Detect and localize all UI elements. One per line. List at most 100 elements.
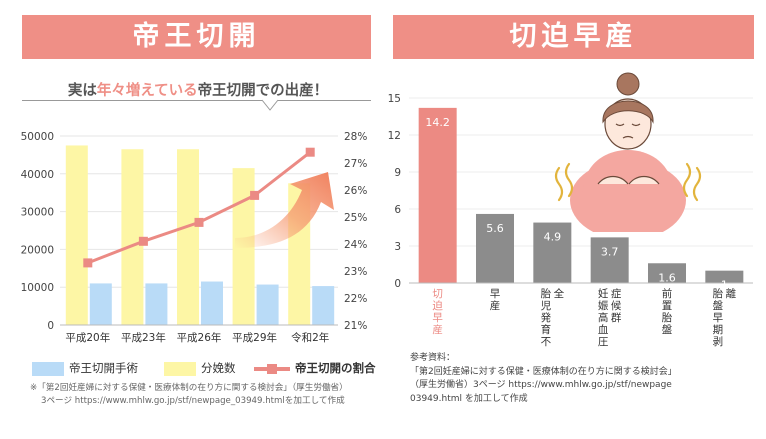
- y-tick-label: 10000: [21, 282, 54, 294]
- bar-value-label: 4.9: [544, 231, 562, 244]
- legend-ratio-label: 帝王切開の割合: [295, 361, 376, 375]
- cesarean-panel: 帝王切開 実は年々増えている帝王切開での出産！ 0 10000 20000 30000…: [21, 15, 376, 406]
- x-tick-label-char: 圧: [598, 336, 609, 348]
- x-tick-label-char: 早: [713, 312, 724, 324]
- right-references: 参考資料： 「第2回妊産婦に対する保健・医療体制の在り方に関する検討会」 （厚生…: [410, 352, 677, 406]
- y-tick-label: 0: [47, 320, 54, 332]
- ratio-point: [250, 190, 260, 200]
- x-tick-label-char: 胎: [662, 311, 673, 324]
- x-tick-label-char: 児: [541, 300, 552, 312]
- y2-tick-label: 27%: [344, 158, 367, 170]
- legend-births: 分娩数: [164, 360, 236, 376]
- x-tick-label-char: 置: [662, 300, 673, 312]
- left-source-note-1: ※「第2回妊産婦に対する保健・医療体制の在り方に関する検討会」（厚生労働省）: [30, 383, 348, 393]
- y2-tick-label: 23%: [344, 266, 367, 278]
- y-tick-label: 9: [394, 167, 401, 179]
- bar-surgery: [256, 284, 279, 325]
- y2-tick-label: 22%: [344, 293, 367, 305]
- x-tick-label-char: 期: [713, 324, 724, 336]
- left-source-note-2: 3ページ https://www.mhlw.go.jp/stf/newpage_…: [41, 396, 345, 406]
- y-tick-label: 20000: [21, 244, 54, 256]
- preterm-panel: 切迫早産 0 3 6 9 12 15 14.2 切迫早産 5.6 早産 4.9 胎児発育不全 3.7 妊娠…: [383, 0, 766, 439]
- bar-value-label: 1.6: [658, 271, 676, 284]
- y-tick-label: 40000: [21, 169, 54, 181]
- cesarean-banner: 帝王切開: [22, 15, 371, 59]
- subtitle-pre: 実は: [67, 83, 97, 99]
- x-tick-label-char: 胎: [541, 287, 552, 300]
- x-tick-label: 平成23年: [121, 331, 166, 344]
- y2-tick-label: 28%: [344, 131, 367, 143]
- x-tick-label-char: 産: [432, 323, 443, 336]
- y-tick-label: 50000: [21, 131, 54, 143]
- x-tick-label-char: 症: [611, 287, 622, 300]
- woman-figure: [570, 72, 686, 232]
- x-tick-label-char: 離: [726, 287, 737, 300]
- bar-value-label: 1: [721, 279, 728, 292]
- bar-surgery: [89, 283, 112, 325]
- y-tick-label: 12: [388, 130, 401, 142]
- ratio-point: [138, 236, 148, 246]
- bar-surgery: [312, 286, 335, 325]
- x-tick-label-char: 育: [541, 323, 552, 336]
- bar-births: [177, 149, 199, 325]
- pregnant-woman-illustration: [554, 72, 702, 232]
- y-tick-label: 30000: [21, 207, 54, 219]
- refs-line-3: （厚生労働省）3ページ https://www.mhlw.go.jp/stf/n…: [410, 380, 672, 390]
- bar-births: [121, 149, 144, 325]
- legend-births-label: 分娩数: [201, 361, 236, 375]
- y-tick-label: 6: [394, 204, 401, 216]
- trend-arrow: [235, 172, 334, 248]
- cesarean-chart: 0 10000 20000 30000 40000 50000 21% 22% 23% 24% 25…: [21, 131, 368, 344]
- y2-tick-label: 26%: [344, 185, 367, 197]
- legend-surgery-label: 帝王切開手術: [69, 361, 138, 375]
- bar-condition: [533, 222, 572, 283]
- subtitle-pointer: [262, 99, 278, 111]
- x-tick-label-char: 早: [432, 312, 443, 324]
- y-tick-label: 15: [388, 93, 401, 105]
- x-tick-label: 平成29年: [232, 331, 277, 344]
- x-tick-label-char: 娠: [598, 299, 609, 312]
- bar-value-label: 14.2: [425, 116, 450, 129]
- preterm-chart: 0369121514.2切迫早産5.6早産4.9胎児発育不全3.7妊娠高血圧症候…: [388, 93, 753, 348]
- refs-line-2: 「第2回妊産婦に対する保健・医療体制の在り方に関する検討会」: [410, 366, 677, 377]
- legend-births-swatch: [164, 361, 196, 376]
- bar-condition: [476, 213, 514, 283]
- bar-births: [65, 145, 88, 325]
- x-tick-label-char: 胎: [713, 287, 724, 300]
- legend-ratio: 帝王切開の割合: [254, 360, 376, 376]
- x-tick-label: 令和2年: [291, 331, 329, 344]
- y2-tick-label: 24%: [344, 239, 367, 251]
- x-tick-label-char: 不: [541, 336, 552, 348]
- x-tick-label-char: 発: [541, 311, 552, 324]
- subtitle-post: 帝王切開での出産！: [197, 83, 329, 99]
- bar-surgery: [201, 281, 223, 325]
- y-tick-label: 0: [394, 278, 401, 290]
- y2-tick-label: 25%: [344, 212, 367, 224]
- x-tick-label-char: 群: [611, 311, 622, 324]
- subtitle-underline-right: [278, 100, 371, 101]
- ratio-point: [194, 217, 204, 227]
- subtitle-underline-left: [22, 100, 262, 101]
- cesarean-legend: 帝王切開手術 分娩数 帝王切開の割合: [32, 360, 376, 378]
- x-tick-label-char: 候: [611, 299, 622, 312]
- bar-condition: [648, 263, 686, 283]
- x-tick-label-char: 切: [432, 288, 443, 300]
- y-tick-label: 3: [394, 241, 401, 253]
- refs-line-4: 03949.html を加工して作成: [410, 393, 528, 404]
- bar-surgery: [145, 283, 168, 325]
- x-tick-label-char: 剥: [713, 336, 724, 348]
- x-tick-label-char: 盤: [713, 299, 724, 312]
- x-tick-label-char: 血: [598, 323, 609, 336]
- x-tick-label: 平成26年: [177, 331, 222, 344]
- ratio-point: [83, 258, 93, 268]
- bar-condition: [705, 270, 744, 283]
- x-tick-label-char: 前: [662, 287, 673, 300]
- ratio-point: [305, 147, 315, 157]
- x-tick-label-char: 早: [490, 288, 501, 300]
- bar-value-label: 3.7: [601, 245, 619, 258]
- preterm-banner: 切迫早産: [393, 15, 754, 59]
- bar-condition: [418, 107, 457, 283]
- subtitle-highlight: 年々増えている: [96, 83, 198, 99]
- legend-ratio-swatch: [254, 363, 290, 374]
- x-tick-label-char: 高: [598, 311, 609, 324]
